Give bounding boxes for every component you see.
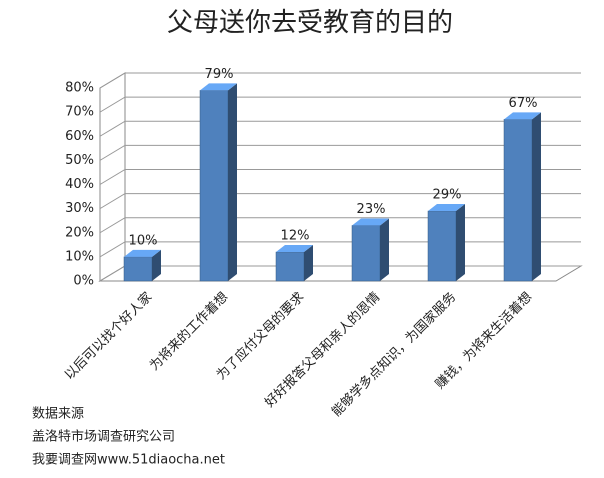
bar-side [152, 249, 161, 281]
grid-line [99, 96, 581, 113]
bar [275, 245, 313, 282]
bar-top [352, 218, 389, 226]
source-line: 数据来源 [32, 407, 84, 422]
bar-front [427, 210, 457, 282]
source-line: 我要调查网www.51diaocha.net [32, 453, 225, 468]
bar [503, 112, 541, 282]
bar-front [351, 225, 381, 282]
bar-front [199, 90, 229, 282]
bar-side [304, 245, 313, 281]
value-label: 10% [129, 233, 158, 248]
grid-line [99, 120, 581, 137]
bar-top [200, 83, 237, 91]
y-tick-label: 60% [65, 129, 94, 144]
bar-side [456, 204, 465, 281]
bar-front [503, 119, 533, 282]
grid-line [99, 72, 581, 89]
bar-front [275, 251, 305, 282]
y-tick-label: 20% [65, 225, 94, 240]
value-label: 23% [357, 202, 386, 217]
bar-side [532, 112, 541, 281]
bar-top [276, 245, 313, 253]
source-line: 盖洛特市场调查研究公司 [32, 429, 175, 445]
value-label: 29% [433, 188, 462, 203]
y-tick-label: 30% [65, 201, 94, 216]
y-tick-label: 40% [65, 177, 94, 192]
grid-line [99, 193, 581, 210]
value-label: 79% [205, 67, 234, 82]
x-tick-label: 为将来的工作着想 [146, 289, 231, 374]
bar-top [428, 204, 465, 212]
bar [123, 249, 161, 282]
bar-side [380, 218, 389, 281]
grid-line [99, 169, 581, 185]
y-tick-label: 0% [73, 274, 94, 289]
x-tick-label: 能够学多点知识，为国家服务 [328, 289, 459, 420]
bar [427, 204, 465, 282]
bar-top [124, 249, 161, 257]
bar [351, 218, 389, 282]
chart-title: 父母送你去受教育的目的 [167, 8, 453, 38]
y-tick-label: 10% [65, 249, 94, 264]
y-tick-label: 70% [65, 105, 94, 120]
bar-top [504, 112, 541, 120]
value-label: 67% [509, 96, 538, 111]
bar-front [123, 256, 153, 282]
y-tick-label: 80% [65, 81, 94, 96]
grid-line [99, 144, 581, 161]
bar-side [228, 83, 237, 281]
x-tick-label: 以后可以找个好人家 [61, 289, 155, 383]
value-label: 12% [281, 229, 310, 244]
bar [199, 83, 237, 282]
y-tick-label: 50% [65, 153, 94, 168]
